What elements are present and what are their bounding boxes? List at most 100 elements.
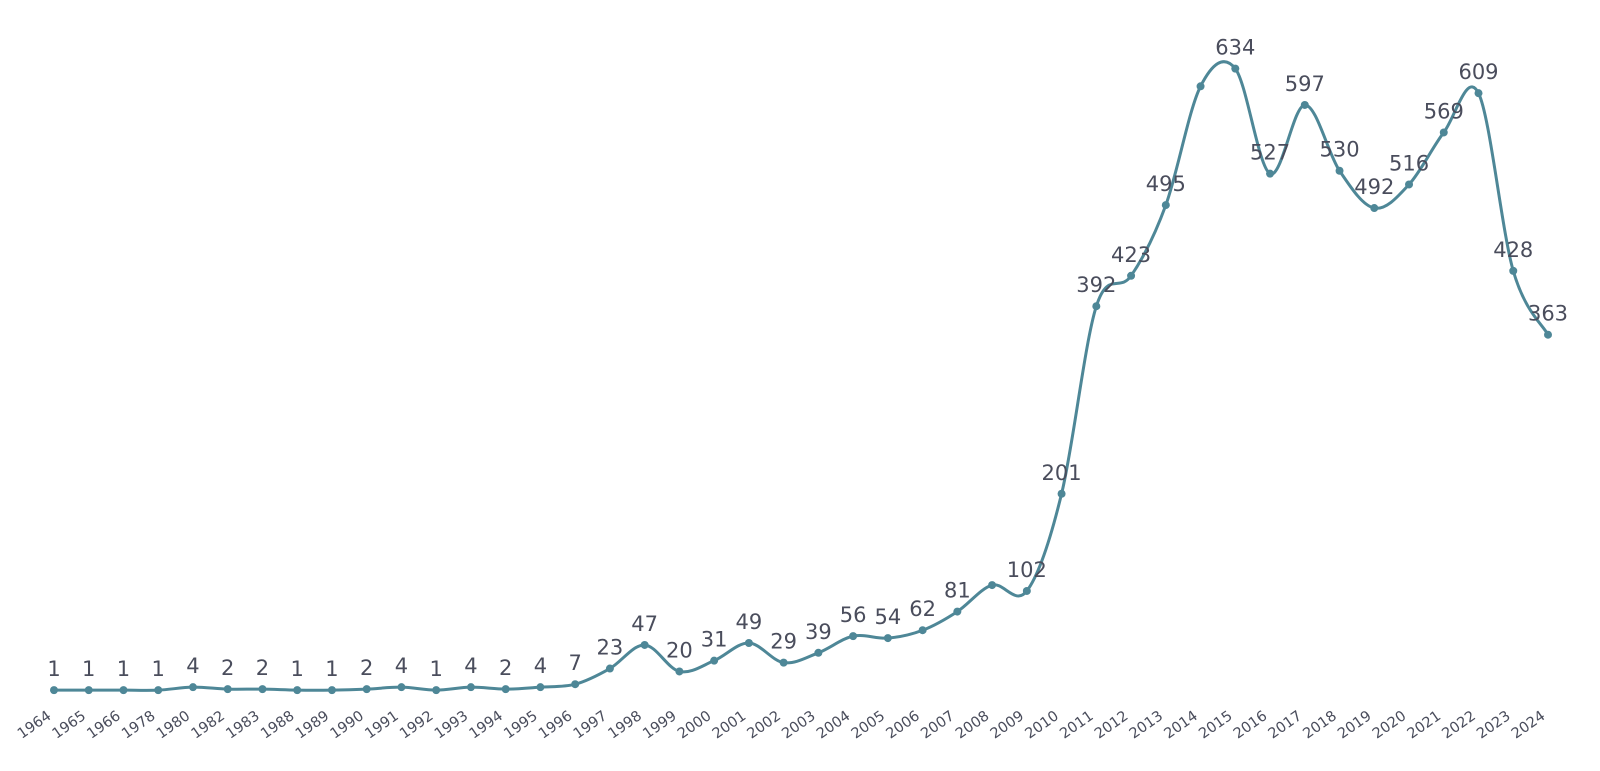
x-tick-label-1982: 1982: [189, 708, 228, 742]
data-label-1995: 4: [534, 654, 547, 678]
data-label-1983: 2: [256, 656, 269, 680]
data-point-2006: [918, 626, 927, 635]
data-label-2005: 54: [874, 605, 901, 629]
x-tick-label-1998: 1998: [606, 708, 645, 742]
data-label-1965: 1: [82, 657, 95, 681]
data-label-2011: 392: [1076, 273, 1116, 297]
x-tick-label-2004: 2004: [814, 708, 853, 742]
x-tick-label-2018: 2018: [1300, 708, 1339, 742]
data-point-2004: [849, 632, 858, 641]
data-label-2002: 29: [770, 630, 797, 654]
data-point-2023: [1509, 266, 1518, 275]
data-point-2011: [1092, 302, 1101, 311]
data-label-2020: 516: [1389, 151, 1429, 175]
x-tick-label-2012: 2012: [1092, 708, 1131, 742]
data-point-2019: [1370, 204, 1379, 213]
data-label-2018: 530: [1319, 138, 1359, 162]
x-tick-label-1965: 1965: [50, 708, 89, 742]
data-label-1996: 7: [568, 651, 581, 675]
data-label-2006: 62: [909, 597, 936, 621]
x-tick-label-1995: 1995: [501, 708, 540, 742]
x-tick-label-2000: 2000: [675, 708, 714, 742]
x-axis-tick-labels: 1964196519661978198019821983198819891990…: [15, 708, 1548, 742]
data-point-1988: [293, 686, 302, 695]
data-point-1965: [84, 686, 93, 695]
x-tick-label-2020: 2020: [1370, 708, 1409, 742]
data-point-1992: [432, 686, 441, 695]
data-point-2000: [710, 656, 719, 665]
x-tick-label-1983: 1983: [223, 708, 262, 742]
data-label-2009: 102: [1007, 558, 1047, 582]
x-tick-label-1993: 1993: [432, 708, 471, 742]
data-label-1980: 4: [186, 654, 199, 678]
data-point-1966: [119, 686, 128, 695]
data-point-2016: [1266, 169, 1275, 178]
data-point-1996: [571, 680, 580, 689]
data-point-2015: [1231, 64, 1240, 73]
data-point-2008: [988, 581, 997, 590]
data-label-2007: 81: [944, 579, 971, 603]
x-tick-label-2014: 2014: [1161, 708, 1200, 742]
data-point-2020: [1405, 180, 1414, 189]
x-tick-label-1992: 1992: [397, 708, 436, 742]
data-label-1982: 2: [221, 656, 234, 680]
x-tick-label-2022: 2022: [1439, 708, 1478, 742]
x-tick-label-2015: 2015: [1196, 708, 1235, 742]
data-point-1978: [154, 686, 163, 695]
x-tick-label-1980: 1980: [154, 708, 193, 742]
x-tick-label-2010: 2010: [1022, 708, 1061, 742]
x-tick-label-1996: 1996: [536, 708, 575, 742]
data-label-1988: 1: [291, 657, 304, 681]
x-tick-label-2017: 2017: [1266, 708, 1305, 742]
data-label-2013: 495: [1146, 172, 1186, 196]
data-point-2013: [1161, 201, 1170, 210]
data-label-2003: 39: [805, 620, 832, 644]
data-label-2004: 56: [840, 603, 867, 627]
data-label-2000: 31: [701, 628, 728, 652]
data-point-2001: [744, 638, 753, 647]
x-tick-label-2006: 2006: [883, 708, 922, 742]
data-point-2010: [1057, 489, 1066, 498]
data-point-1997: [605, 664, 614, 673]
data-point-2002: [779, 658, 788, 667]
data-point-1993: [466, 683, 475, 692]
data-point-2024: [1544, 330, 1552, 339]
data-point-1980: [188, 683, 197, 692]
data-point-1991: [397, 683, 406, 692]
data-label-2024: 363: [1528, 302, 1568, 326]
data-label-1998: 47: [631, 612, 658, 636]
data-label-1992: 1: [429, 657, 442, 681]
data-point-1983: [258, 685, 267, 694]
x-tick-label-2021: 2021: [1405, 708, 1444, 742]
data-point-2014: [1196, 82, 1205, 91]
data-point-2005: [883, 634, 892, 643]
x-tick-label-1991: 1991: [362, 708, 401, 742]
x-tick-label-2016: 2016: [1231, 708, 1270, 742]
data-point-1982: [223, 685, 232, 694]
data-label-2010: 201: [1042, 461, 1082, 485]
data-label-1994: 2: [499, 656, 512, 680]
x-tick-label-2009: 2009: [988, 708, 1027, 742]
x-tick-label-2024: 2024: [1509, 708, 1548, 742]
data-label-2001: 49: [736, 610, 763, 634]
x-tick-label-2023: 2023: [1474, 708, 1513, 742]
x-tick-label-1989: 1989: [293, 708, 332, 742]
markers-group: [50, 64, 1552, 695]
x-tick-label-1997: 1997: [571, 708, 610, 742]
x-tick-label-1966: 1966: [84, 708, 123, 742]
x-tick-label-2008: 2008: [953, 708, 992, 742]
data-point-1994: [501, 685, 510, 694]
x-tick-label-2001: 2001: [710, 708, 749, 742]
x-tick-label-2003: 2003: [779, 708, 818, 742]
data-label-1978: 1: [152, 657, 165, 681]
data-point-1964: [50, 686, 58, 695]
data-label-2017: 597: [1285, 72, 1325, 96]
data-label-1991: 4: [395, 654, 408, 678]
x-tick-label-2013: 2013: [1127, 708, 1166, 742]
data-point-2018: [1335, 166, 1344, 175]
data-label-2023: 428: [1493, 238, 1533, 262]
data-label-2012: 423: [1111, 243, 1151, 267]
x-tick-label-2007: 2007: [918, 708, 957, 742]
